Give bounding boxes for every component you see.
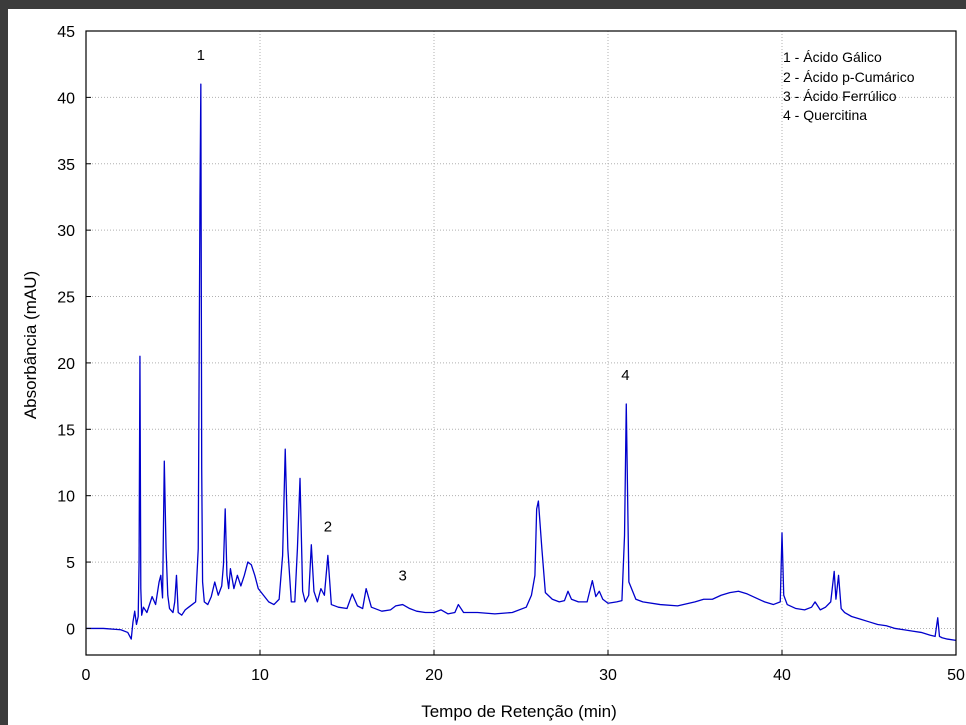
y-tick-label-7: 35 <box>57 157 75 174</box>
y-tick-label-2: 10 <box>57 489 75 506</box>
legend-entry-4: 4 - Quercitina <box>783 107 867 123</box>
x-tick-label-4: 40 <box>773 667 791 684</box>
y-tick-label-3: 15 <box>57 422 75 439</box>
y-tick-label-5: 25 <box>57 290 75 307</box>
peak-label-1: 1 <box>197 47 205 64</box>
x-axis-title: Tempo de Retenção (min) <box>421 702 617 721</box>
plot-area-border <box>85 30 957 656</box>
peak-label-4: 4 <box>621 367 629 384</box>
x-tick-label-1: 10 <box>251 667 269 684</box>
axis-ticks: 0 10 20 30 40 50 0 5 10 15 20 25 30 35 40 45 <box>57 24 965 684</box>
series-line-0 <box>86 83 957 642</box>
peak-label-2: 2 <box>324 518 332 535</box>
legend-entry-1: 1 - Ácido Gálico <box>783 49 882 65</box>
y-axis-title: Absorbância (mAU) <box>21 271 40 419</box>
x-tick-label-5: 50 <box>947 667 965 684</box>
grid <box>86 31 956 655</box>
y-tick-label-6: 30 <box>57 223 75 240</box>
peak-labels: 1 2 3 4 <box>197 47 630 584</box>
y-tick-label-8: 40 <box>57 90 75 107</box>
legend: 1 - Ácido Gálico 2 - Ácido p-Cumárico 3 … <box>783 49 915 123</box>
y-tick-label-9: 45 <box>57 24 75 41</box>
y-tick-label-4: 20 <box>57 356 75 373</box>
x-tick-label-0: 0 <box>82 667 91 684</box>
x-tick-label-3: 30 <box>599 667 617 684</box>
series-layer <box>86 83 957 642</box>
y-tick-label-0: 0 <box>66 621 75 638</box>
peak-label-3: 3 <box>399 568 407 585</box>
legend-entry-3: 3 - Ácido Ferrúlico <box>783 88 897 104</box>
y-tick-label-1: 5 <box>66 555 75 572</box>
x-tick-label-2: 20 <box>425 667 443 684</box>
legend-entry-2: 2 - Ácido p-Cumárico <box>783 69 915 85</box>
